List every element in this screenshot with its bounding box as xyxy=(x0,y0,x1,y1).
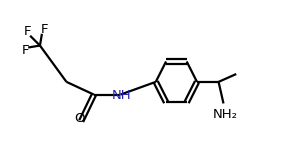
Text: F: F xyxy=(22,44,29,57)
Text: NH₂: NH₂ xyxy=(213,108,238,121)
Text: F: F xyxy=(24,25,31,38)
Text: F: F xyxy=(41,23,49,36)
Text: O: O xyxy=(74,112,84,125)
Text: NH: NH xyxy=(112,90,131,102)
